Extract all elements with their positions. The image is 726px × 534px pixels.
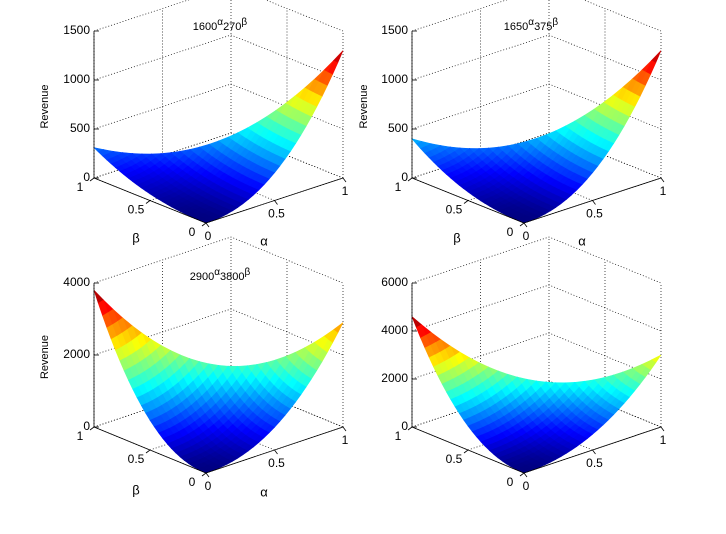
- surface: [411, 50, 662, 224]
- z-tick-label: 2000: [381, 371, 408, 385]
- z-tick-label: 0: [401, 419, 408, 433]
- z-tick-label: 500: [70, 121, 90, 135]
- z-axis-label: Revenue: [358, 84, 370, 128]
- y-tick-label: 0.5: [446, 203, 463, 217]
- x-tick-label: 0: [523, 479, 530, 493]
- z-tick-label: 2000: [63, 347, 90, 361]
- y-axis-label: β: [453, 230, 460, 245]
- z-axis-label: Revenue: [39, 335, 51, 379]
- y-tick-label: 1: [395, 180, 402, 194]
- x-tick-label: 0.5: [586, 456, 603, 470]
- surface: [93, 50, 344, 224]
- x-tick-label: 0: [523, 229, 530, 243]
- surface: [93, 289, 344, 474]
- x-tick-label: 0.5: [268, 456, 285, 470]
- z-tick-label: 1000: [63, 72, 90, 86]
- surface-patch: [332, 50, 344, 64]
- z-tick-label: 1500: [63, 23, 90, 37]
- chart-title: 1600α270β: [193, 17, 248, 33]
- x-tick-label: 1: [660, 433, 667, 447]
- x-tick-label: 0: [205, 479, 212, 493]
- chart-title: 1650α375β: [504, 17, 559, 33]
- z-tick-label: 1500: [381, 23, 408, 37]
- y-tick-label: 0: [507, 475, 514, 489]
- z-tick-label: 4000: [63, 275, 90, 289]
- y-tick-label: 1: [77, 180, 84, 194]
- x-axis-label: α: [260, 233, 268, 248]
- axis-lines: [407, 282, 665, 478]
- x-axis-label: α: [578, 233, 586, 248]
- x-axis-label: α: [260, 484, 268, 499]
- x-tick-label: 1: [660, 184, 667, 198]
- z-tick-label: 0: [401, 170, 408, 184]
- y-tick-label: 0: [189, 225, 196, 239]
- axis-lines: [407, 30, 665, 228]
- y-axis-label: β: [132, 482, 139, 497]
- x-tick-label: 1: [342, 433, 349, 447]
- x-tick-label: 0.5: [586, 207, 603, 221]
- z-tick-label: 0: [83, 170, 90, 184]
- surface: [411, 316, 662, 474]
- y-tick-label: 0: [189, 475, 196, 489]
- z-tick-label: 0: [83, 419, 90, 433]
- z-tick-label: 1000: [381, 72, 408, 86]
- y-tick-label: 1: [77, 429, 84, 443]
- y-tick-label: 0: [507, 225, 514, 239]
- z-tick-label: 6000: [381, 275, 408, 289]
- y-axis-label: β: [132, 230, 139, 245]
- y-tick-label: 0.5: [128, 203, 145, 217]
- z-tick-label: 500: [388, 121, 408, 135]
- z-tick-label: 4000: [381, 323, 408, 337]
- y-tick-label: 0.5: [128, 452, 145, 466]
- x-tick-label: 0.5: [268, 207, 285, 221]
- y-tick-label: 0.5: [446, 452, 463, 466]
- y-tick-label: 1: [395, 429, 402, 443]
- x-tick-label: 1: [342, 184, 349, 198]
- axis-lines: [89, 30, 347, 228]
- z-axis-label: Revenue: [39, 84, 51, 128]
- chart-title: 2900α3800β: [190, 267, 251, 283]
- axis-lines: [89, 282, 347, 478]
- x-tick-label: 0: [205, 229, 212, 243]
